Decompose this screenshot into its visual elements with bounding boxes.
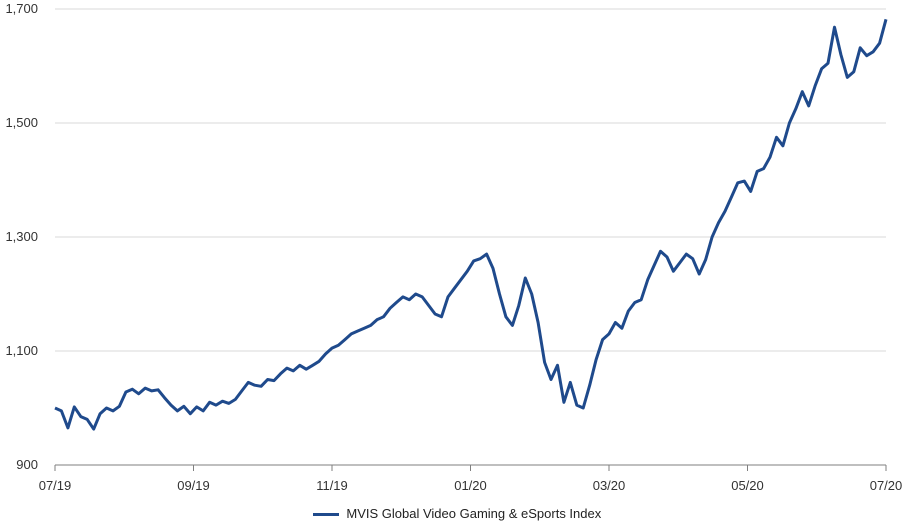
series-group xyxy=(54,18,888,431)
y-tick-label: 1,100 xyxy=(5,343,38,358)
x-axis: 07/19 09/19 11/19 01/20 03/20 05/20 07/20 xyxy=(39,464,903,493)
x-tick-label: 01/20 xyxy=(454,478,487,493)
x-tick-label: 05/20 xyxy=(731,478,764,493)
legend-label: MVIS Global Video Gaming & eSports Index xyxy=(346,506,602,521)
x-tick-label: 07/20 xyxy=(870,478,903,493)
y-tick-label: 900 xyxy=(16,457,38,472)
legend-swatch xyxy=(312,513,339,517)
x-tick-label: 09/19 xyxy=(177,478,210,493)
y-axis-ticks: 900 1,100 1,300 1,500 1,700 xyxy=(5,1,38,472)
x-tick-label: 03/20 xyxy=(593,478,626,493)
y-tick-label: 1,700 xyxy=(5,1,38,16)
gridlines xyxy=(55,8,886,352)
x-tick-label: 07/19 xyxy=(39,478,72,493)
series-line xyxy=(54,18,888,431)
y-tick-label: 1,300 xyxy=(5,229,38,244)
legend: MVIS Global Video Gaming & eSports Index xyxy=(0,506,914,521)
y-tick-label: 1,500 xyxy=(5,115,38,130)
x-tick-label: 11/19 xyxy=(316,478,348,493)
